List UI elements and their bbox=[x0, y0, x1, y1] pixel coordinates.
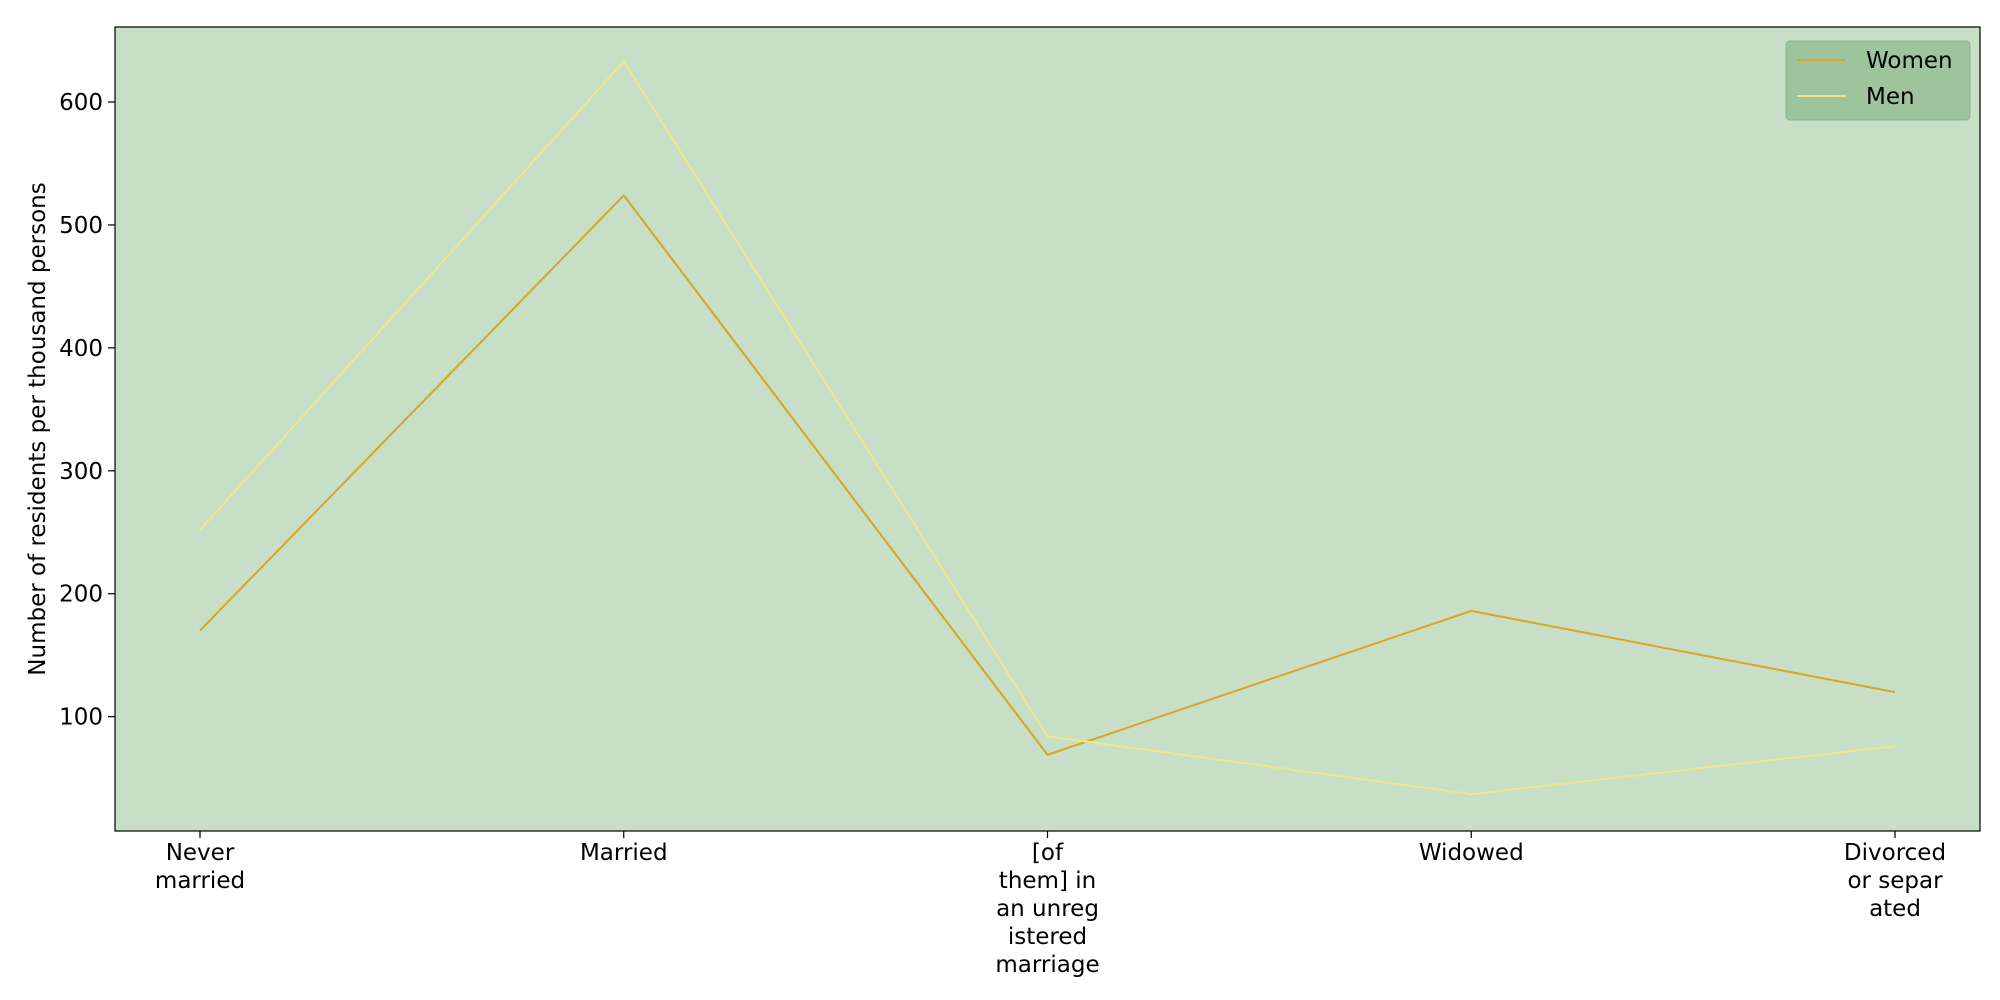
y-tick-label: 100 bbox=[59, 705, 103, 731]
x-tick-label: [of them] in an unreg istered marriage bbox=[995, 840, 1099, 978]
y-tick-label: 200 bbox=[59, 582, 103, 608]
series-lines bbox=[199, 59, 1896, 796]
y-axis: 100 200 300 400 500 600 bbox=[59, 90, 115, 731]
series-line-women bbox=[199, 193, 1896, 756]
y-tick-label: 300 bbox=[59, 459, 103, 485]
plot-area bbox=[114, 26, 1981, 832]
y-tick-label: 400 bbox=[59, 336, 103, 362]
x-tick-label: Divorced or separ ated bbox=[1844, 840, 1946, 922]
y-tick-label: 500 bbox=[59, 213, 103, 239]
legend-label-women: Women bbox=[1866, 48, 1953, 74]
x-tick-label: Widowed bbox=[1419, 840, 1524, 866]
x-axis: Never married Married [of them] in an unreg is… bbox=[155, 831, 1946, 978]
y-axis-label: Number of residents per thousand persons bbox=[25, 182, 51, 675]
x-tick-label: Married bbox=[580, 840, 668, 866]
series-line-men bbox=[199, 59, 1896, 796]
legend-label-men: Men bbox=[1866, 84, 1915, 110]
y-tick-label: 600 bbox=[59, 90, 103, 116]
x-tick-label: Never married bbox=[155, 840, 245, 894]
legend: Women Men bbox=[1785, 40, 1971, 121]
